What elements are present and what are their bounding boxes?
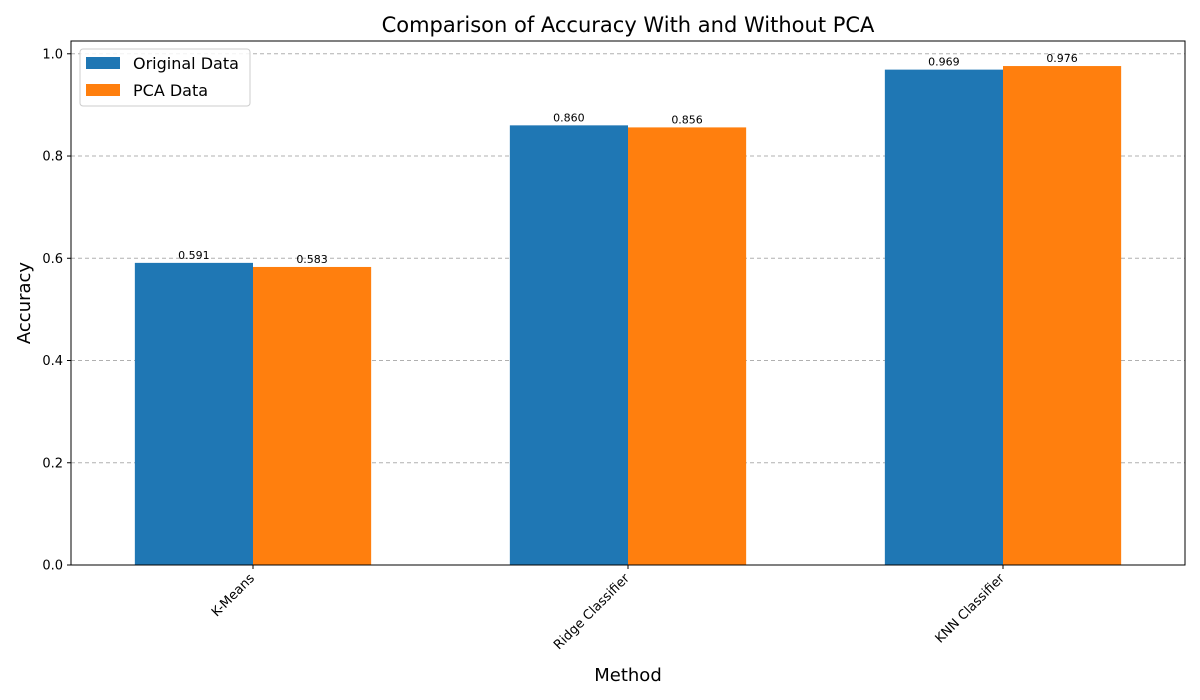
x-tick-label: K-Means [209,571,258,620]
data-label: 0.591 [178,249,210,262]
legend-swatch-original-data [86,57,120,69]
y-axis-ticks: 0.0 0.2 0.4 0.6 0.8 1.0 [42,47,71,574]
x-axis-label: Method [594,665,662,686]
legend-label-original-data: Original Data [133,54,239,73]
y-tick-label: 0.0 [42,559,63,574]
y-tick-label: 0.6 [42,252,63,267]
y-tick-label: 0.4 [42,354,63,369]
bar-pca-data-k-means [253,266,372,565]
data-label: 0.583 [296,253,328,266]
bar-pca-data-knn-classifier [1003,66,1122,566]
y-axis-label: Accuracy [14,262,35,345]
y-tick-label: 0.8 [42,150,63,165]
bar-original-data-knn-classifier [884,69,1003,565]
data-labels: 0.591 0.583 0.860 0.856 0.969 0.976 [178,52,1078,266]
y-tick-label: 0.2 [42,456,63,471]
bars [134,66,1122,566]
data-label: 0.969 [928,56,960,69]
x-tick-label: Ridge Classifier [551,571,633,653]
bar-original-data-ridge-classifier [509,125,628,565]
legend: Original Data PCA Data [79,48,251,107]
data-label: 0.976 [1046,52,1078,65]
y-tick-label: 1.0 [42,47,63,62]
x-axis-ticks: K-Means Ridge Classifier KNN Classifier [209,565,1008,653]
legend-label-pca-data: PCA Data [133,81,208,100]
legend-swatch-pca-data [86,84,120,96]
x-tick-label: KNN Classifier [933,571,1009,647]
bar-pca-data-ridge-classifier [628,127,747,566]
bar-original-data-k-means [134,262,253,565]
chart-title: Comparison of Accuracy With and Without … [382,13,875,37]
legend-box [79,48,251,107]
data-label: 0.856 [671,113,703,126]
data-label: 0.860 [553,111,585,124]
